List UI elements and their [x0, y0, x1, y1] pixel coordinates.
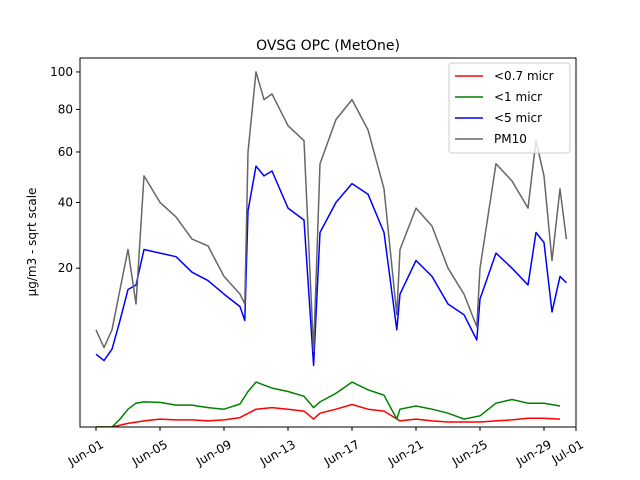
- y-tick-label: 100: [50, 65, 73, 79]
- series-line-3: [95, 71, 568, 353]
- y-axis-label: µg/m3 - sqrt scale: [25, 188, 39, 297]
- legend-label: <5 micr: [494, 111, 542, 125]
- series-line-1: [96, 381, 561, 427]
- series-layer: [95, 71, 568, 427]
- legend-label: <0.7 micr: [494, 69, 554, 83]
- y-tick-label: 60: [58, 145, 73, 159]
- plot-frame: [79, 57, 577, 428]
- legend-label: PM10: [494, 132, 527, 146]
- legend-label: <1 micr: [494, 90, 542, 104]
- legend: <0.7 micr <1 micr <5 micr PM10: [448, 62, 571, 154]
- y-axis: 20 40 60 80 100: [50, 65, 80, 275]
- series-line-0: [96, 403, 561, 427]
- y-tick-label: 80: [58, 102, 73, 116]
- y-tick-label: 40: [58, 195, 73, 209]
- legend-box: [448, 62, 571, 154]
- series-line-2: [95, 165, 567, 367]
- y-tick-label: 20: [58, 261, 73, 275]
- chart-title: OVSG OPC (MetOne): [256, 38, 400, 54]
